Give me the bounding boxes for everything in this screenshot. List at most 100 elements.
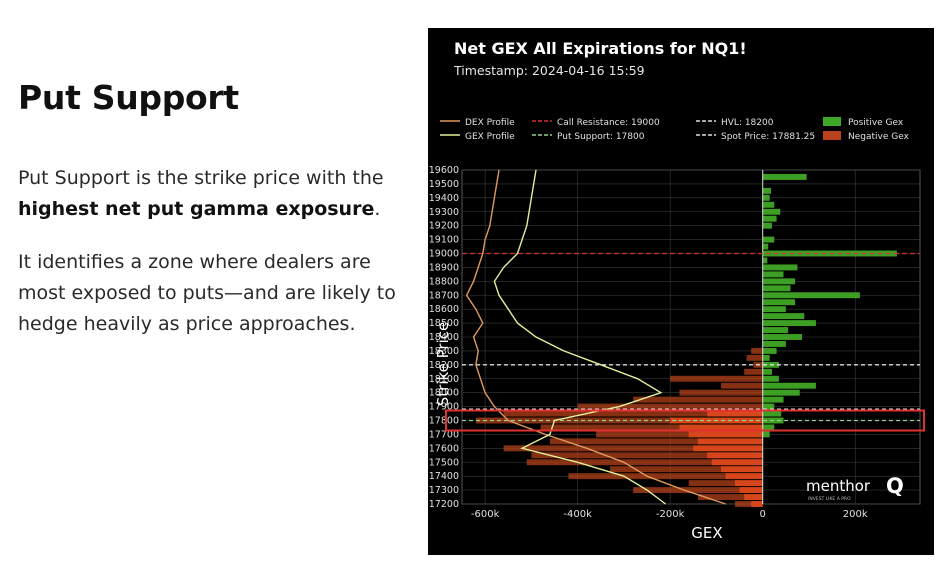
negative-gex-bar [503, 410, 763, 417]
positive-gex-bar [762, 292, 860, 299]
positive-gex-bar [762, 396, 784, 403]
negative-gex-bar [679, 389, 763, 396]
definition-text-pre: Put Support is the strike price with the [18, 167, 384, 189]
watermark-brand: menthor [806, 477, 871, 495]
negative-gex-bar [697, 494, 763, 500]
positive-gex-bar [762, 243, 769, 250]
y-tick-label: 19500 [429, 179, 459, 190]
positive-gex-bar [762, 285, 791, 292]
y-axis-label: Strike Price [434, 322, 452, 406]
negative-gex-bar [751, 501, 763, 507]
definition-bold: highest net put gamma exposure [18, 198, 375, 220]
negative-gex-bar [526, 459, 763, 466]
definition-paragraph: Put Support is the strike price with the… [18, 163, 408, 225]
y-tick-label: 17500 [429, 457, 459, 468]
y-tick-label: 19000 [429, 249, 459, 260]
watermark-tagline: INVEST LIKE A PRO [808, 496, 851, 502]
y-tick-label: 19100 [429, 235, 459, 246]
positive-gex-bar [762, 431, 770, 438]
y-tick-label: 18700 [429, 290, 459, 301]
page-title: Put Support [18, 78, 239, 117]
y-tick-label: 19400 [429, 193, 459, 204]
negative-gex-bar [721, 382, 763, 389]
negative-gex-bar [707, 452, 763, 459]
positive-gex-bar [762, 424, 775, 431]
negative-gex-bar [744, 368, 763, 375]
x-tick-label: -600k [471, 509, 500, 520]
positive-gex-bar [762, 354, 770, 361]
legend-label: Call Resistance: 19000 [557, 118, 660, 128]
negative-gex-bar [688, 431, 763, 438]
y-tick-label: 18000 [429, 388, 459, 399]
positive-gex-bar [762, 208, 781, 215]
x-tick-label: 200k [843, 509, 868, 520]
legend-label: Put Support: 17800 [557, 132, 645, 142]
positive-gex-bar [762, 222, 772, 229]
positive-gex-bar [762, 347, 777, 354]
positive-gex-bar [762, 201, 775, 208]
negative-gex-bar [751, 347, 763, 354]
negative-gex-bar [679, 424, 763, 431]
positive-gex-bar [762, 194, 770, 201]
chart-panel: Net GEX All Expirations for NQ1! Timesta… [428, 28, 934, 555]
y-tick-label: 17300 [429, 485, 459, 496]
legend-label: Positive Gex [848, 118, 904, 128]
y-tick-label: 17900 [429, 402, 459, 413]
x-tick-label: -200k [656, 509, 685, 520]
positive-gex-bar [762, 334, 803, 340]
negative-gex-bar [734, 480, 763, 487]
x-axis-label: GEX [691, 524, 722, 542]
negative-gex-bar [610, 466, 763, 473]
y-tick-label: 18800 [429, 276, 459, 287]
negative-gex-bar [633, 396, 763, 403]
positive-gex-bar [762, 271, 784, 278]
negative-gex-bar [744, 494, 763, 500]
y-tick-label: 18400 [429, 332, 459, 343]
positive-gex-bar [762, 299, 796, 306]
positive-gex-bar [762, 389, 800, 396]
positive-gex-bar [762, 174, 807, 180]
negative-gex-bar [734, 501, 763, 507]
legend-label: DEX Profile [465, 118, 515, 128]
positive-gex-bar [762, 264, 798, 271]
put-support-highlight-box [445, 409, 925, 432]
negative-gex-bar [688, 480, 763, 487]
negative-gex-bar [503, 445, 763, 452]
positive-gex-bar [762, 320, 816, 327]
y-tick-label: 18900 [429, 262, 459, 273]
negative-gex-bar [711, 459, 763, 466]
negative-gex-bar [739, 487, 763, 494]
positive-gex-bar [762, 257, 768, 264]
negative-gex-bar [540, 424, 763, 431]
positive-gex-bar [762, 341, 786, 347]
gex-chart: Net GEX All Expirations for NQ1! Timesta… [429, 39, 925, 542]
gex-profile-line [493, 169, 667, 505]
positive-gex-bar [762, 236, 775, 243]
watermark-mark: Q [886, 474, 904, 498]
positive-gex-bar [762, 306, 786, 313]
definition-text-post: . [374, 198, 381, 220]
positive-gex-bar [762, 403, 775, 410]
legend-label: Negative Gex [848, 132, 910, 142]
chart-title: Net GEX All Expirations for NQ1! [454, 39, 747, 58]
negative-gex-bar [568, 473, 763, 480]
y-tick-label: 17600 [429, 443, 459, 454]
positive-gex-bar [762, 215, 777, 222]
y-tick-label: 19300 [429, 207, 459, 218]
legend-label: HVL: 18200 [721, 118, 774, 128]
dex-profile-line [465, 169, 726, 505]
y-tick-label: 18100 [429, 374, 459, 385]
y-tick-label: 19600 [429, 165, 459, 176]
positive-gex-bar [762, 250, 897, 257]
explanation-paragraph: It identifies a zone where dealers are m… [18, 251, 396, 335]
x-tick-label: -400k [563, 509, 592, 520]
positive-gex-bar [762, 327, 789, 333]
positive-gex-bar [762, 368, 772, 375]
y-tick-label: 18600 [429, 304, 459, 315]
negative-gex-bar [707, 410, 763, 417]
negative-gex-bar [596, 431, 763, 438]
y-tick-label: 18500 [429, 318, 459, 329]
negative-gex-bar [633, 487, 763, 494]
negative-gex-bar [697, 438, 763, 445]
negative-gex-bar [725, 473, 763, 480]
